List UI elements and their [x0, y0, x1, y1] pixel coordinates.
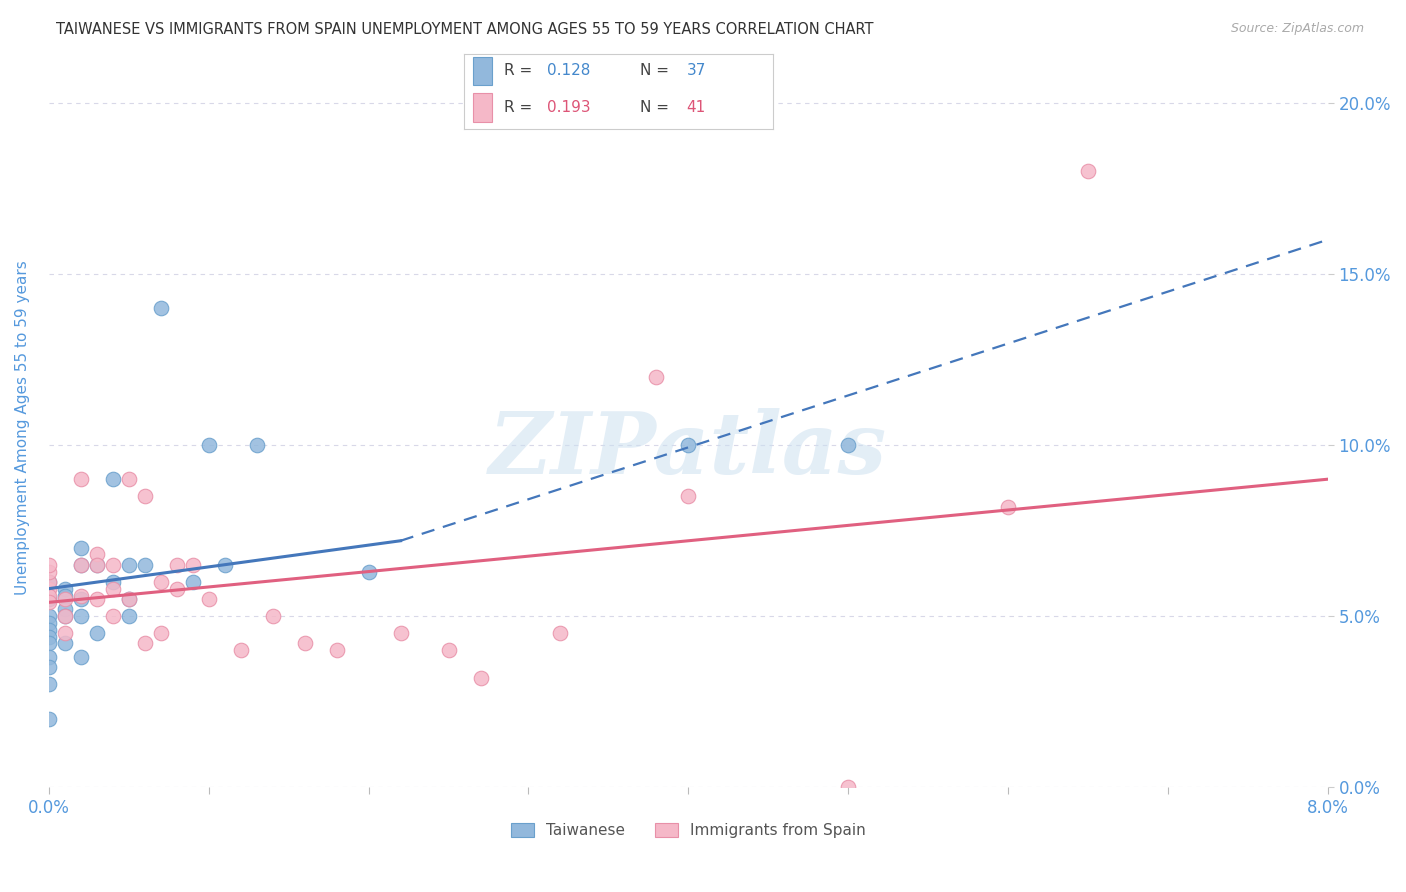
Point [86, 558, 108, 572]
Point [550, 626, 572, 640]
Point [101, 582, 124, 596]
Point [262, 609, 284, 624]
Point [38, 565, 60, 579]
Point [38, 623, 60, 637]
Point [134, 558, 156, 572]
Point [86, 626, 108, 640]
Point [118, 472, 141, 486]
Text: 0.128: 0.128 [547, 63, 591, 78]
Point [38, 574, 60, 589]
Point [86, 548, 108, 562]
Point [53, 591, 76, 606]
Point [38, 712, 60, 726]
Point [166, 558, 188, 572]
Point [69, 609, 91, 624]
Point [38, 650, 60, 665]
Text: N =: N = [640, 100, 673, 115]
Point [437, 643, 460, 657]
Text: N =: N = [640, 63, 673, 78]
Point [69, 650, 91, 665]
Point [325, 643, 347, 657]
Point [678, 489, 700, 503]
Point [214, 558, 236, 572]
Point [53, 589, 76, 603]
Point [101, 558, 124, 572]
Point [69, 589, 91, 603]
Point [229, 643, 252, 657]
Text: Source: ZipAtlas.com: Source: ZipAtlas.com [1230, 22, 1364, 36]
Point [149, 574, 172, 589]
Bar [474, 56, 492, 86]
Point [69, 558, 91, 572]
Point [38, 677, 60, 691]
Point [678, 438, 700, 452]
Point [69, 472, 91, 486]
Point [166, 582, 188, 596]
Point [38, 660, 60, 674]
Point [101, 472, 124, 486]
Point [294, 636, 316, 650]
Point [53, 609, 76, 624]
Point [38, 558, 60, 572]
Point [645, 369, 668, 384]
Text: R =: R = [505, 100, 537, 115]
Point [38, 574, 60, 589]
Point [389, 626, 412, 640]
Point [69, 558, 91, 572]
Point [86, 591, 108, 606]
Point [470, 671, 492, 685]
Point [149, 626, 172, 640]
Point [53, 602, 76, 616]
Point [118, 558, 141, 572]
Point [53, 636, 76, 650]
Point [134, 489, 156, 503]
Point [38, 630, 60, 644]
Text: ZIPatlas: ZIPatlas [489, 408, 887, 491]
Point [38, 595, 60, 609]
Point [38, 636, 60, 650]
Point [69, 591, 91, 606]
Point [181, 574, 204, 589]
Point [118, 591, 141, 606]
Legend: Taiwanese, Immigrants from Spain: Taiwanese, Immigrants from Spain [505, 817, 872, 844]
Text: 41: 41 [686, 100, 706, 115]
Point [101, 609, 124, 624]
Text: R =: R = [505, 63, 537, 78]
Point [181, 558, 204, 572]
Point [38, 589, 60, 603]
Point [101, 574, 124, 589]
Text: TAIWANESE VS IMMIGRANTS FROM SPAIN UNEMPLOYMENT AMONG AGES 55 TO 59 YEARS CORREL: TAIWANESE VS IMMIGRANTS FROM SPAIN UNEMP… [56, 22, 873, 37]
Point [1077, 164, 1099, 178]
Bar [474, 93, 492, 122]
Point [197, 591, 219, 606]
Point [53, 626, 76, 640]
Point [53, 582, 76, 596]
Point [38, 609, 60, 624]
Point [38, 615, 60, 630]
Text: 37: 37 [686, 63, 706, 78]
Point [69, 541, 91, 555]
Point [246, 438, 269, 452]
Point [118, 591, 141, 606]
Point [357, 565, 380, 579]
Point [118, 609, 141, 624]
Point [134, 636, 156, 650]
Point [149, 301, 172, 315]
Text: 0.193: 0.193 [547, 100, 591, 115]
Point [837, 438, 859, 452]
Point [997, 500, 1019, 514]
Point [53, 609, 76, 624]
Y-axis label: Unemployment Among Ages 55 to 59 years: Unemployment Among Ages 55 to 59 years [15, 260, 30, 595]
Point [837, 780, 859, 794]
Point [86, 558, 108, 572]
Point [38, 582, 60, 596]
Point [38, 591, 60, 606]
Point [197, 438, 219, 452]
